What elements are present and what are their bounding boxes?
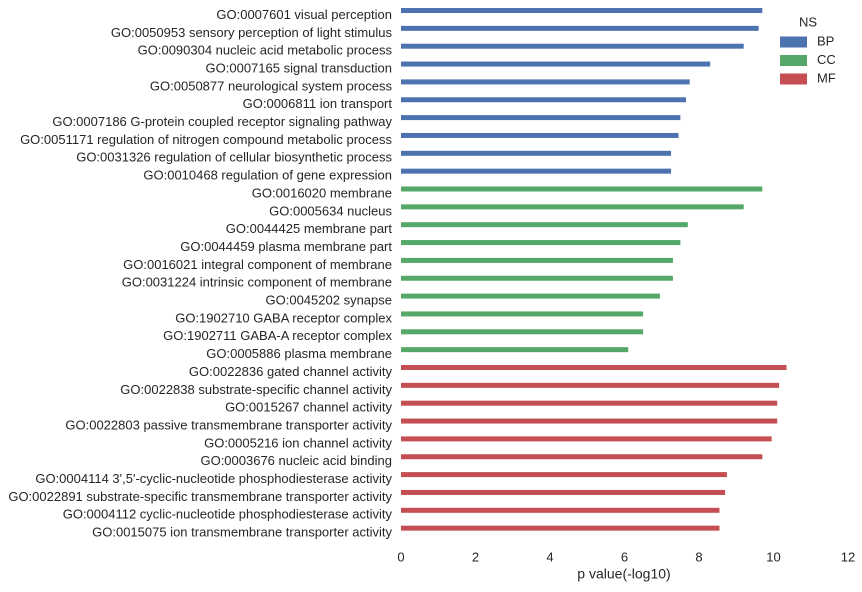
bar-cc xyxy=(401,240,681,246)
category-label: GO:0007601 visual perception xyxy=(216,7,392,22)
category-label: GO:0022836 gated channel activity xyxy=(189,364,393,379)
bars-layer xyxy=(401,8,787,531)
bar-mf xyxy=(401,489,726,495)
category-label: GO:0051171 regulation of nitrogen compou… xyxy=(20,132,392,147)
category-label: GO:0006811 ion transport xyxy=(243,96,393,111)
bar-mf xyxy=(401,400,778,406)
bar-mf xyxy=(401,472,727,478)
legend-label-bp: BP xyxy=(817,33,834,48)
category-label: GO:0050953 sensory perception of light s… xyxy=(111,25,393,40)
bar-bp xyxy=(401,132,679,138)
bar-bp xyxy=(401,8,763,13)
legend-title: NS xyxy=(799,14,817,29)
category-label: GO:0022803 passive transmembrane transpo… xyxy=(65,417,392,432)
bar-cc xyxy=(401,293,660,299)
x-axis-title: p value(-log10) xyxy=(577,566,670,582)
bar-mf xyxy=(401,525,720,531)
bar-bp xyxy=(401,168,672,174)
bar-cc xyxy=(401,186,763,192)
category-label: GO:0044459 plasma membrane part xyxy=(180,239,392,254)
bar-mf xyxy=(401,436,772,442)
bar-bp xyxy=(401,61,711,67)
category-label: GO:0004114 3',5'-cyclic-nucleotide phosp… xyxy=(35,471,392,486)
category-label: GO:0005886 plasma membrane xyxy=(206,346,392,361)
legend: NS BP CC MF xyxy=(780,14,836,85)
bar-bp xyxy=(401,115,681,121)
bar-cc xyxy=(401,311,644,317)
bar-bp xyxy=(401,25,759,31)
bar-cc xyxy=(401,275,673,281)
category-label: GO:0015267 channel activity xyxy=(225,400,392,415)
category-label: GO:0007165 signal transduction xyxy=(206,60,392,75)
category-label: GO:0031224 intrinsic component of membra… xyxy=(122,275,392,290)
category-label: GO:0015075 ion transmembrane transporter… xyxy=(92,525,392,540)
legend-swatch-cc xyxy=(780,55,807,66)
category-label: GO:0010468 regulation of gene expression xyxy=(143,168,392,183)
x-tick-label: 10 xyxy=(766,549,780,564)
category-label: GO:0016021 integral component of membran… xyxy=(123,257,392,272)
category-label: GO:0003676 nucleic acid binding xyxy=(200,453,392,468)
category-label: GO:0022891 substrate-specific transmembr… xyxy=(8,489,392,504)
bar-bp xyxy=(401,79,690,85)
bar-bp xyxy=(401,97,686,103)
category-label: GO:0090304 nucleic acid metabolic proces… xyxy=(138,43,393,58)
legend-label-cc: CC xyxy=(817,52,836,67)
category-label: GO:0007186 G-protein coupled receptor si… xyxy=(52,114,392,129)
category-labels-layer: GO:0007601 visual perception GO:0050953 s… xyxy=(8,7,392,540)
bar-mf xyxy=(401,365,787,370)
legend-label-mf: MF xyxy=(817,70,836,85)
bar-cc xyxy=(401,204,744,210)
x-axis-ticks: 0 2 4 6 8 10 12 xyxy=(397,549,855,564)
category-label: GO:0004112 cyclic-nucleotide phosphodies… xyxy=(63,507,393,522)
bar-mf xyxy=(401,507,720,513)
x-tick-label: 2 xyxy=(472,549,479,564)
category-label: GO:1902711 GABA-A receptor complex xyxy=(163,328,392,343)
x-tick-label: 4 xyxy=(546,549,553,564)
legend-swatch-bp xyxy=(780,36,807,48)
category-label: GO:0022838 substrate-specific channel ac… xyxy=(120,382,392,397)
x-tick-label: 0 xyxy=(397,549,404,564)
category-label: GO:0005216 ion channel activity xyxy=(204,435,392,450)
category-label: GO:0016020 membrane xyxy=(252,185,392,200)
bar-mf xyxy=(401,382,780,388)
bar-bp xyxy=(401,150,672,156)
category-label: GO:0005634 nucleus xyxy=(269,203,392,218)
bar-cc xyxy=(401,347,629,353)
bar-bp xyxy=(401,43,744,49)
legend-items: BP CC MF xyxy=(780,33,836,85)
category-label: GO:0045202 synapse xyxy=(266,293,392,308)
bar-cc xyxy=(401,222,688,228)
bar-mf xyxy=(401,454,763,460)
category-label: GO:0050877 neurological system process xyxy=(150,78,393,93)
x-tick-label: 12 xyxy=(841,549,855,564)
x-tick-label: 6 xyxy=(621,549,628,564)
category-label: GO:0031326 regulation of cellular biosyn… xyxy=(76,150,392,165)
category-label: GO:1902710 GABA receptor complex xyxy=(175,310,392,325)
x-tick-label: 8 xyxy=(695,549,702,564)
bar-cc xyxy=(401,257,673,263)
category-label: GO:0044425 membrane part xyxy=(226,221,393,236)
bar-cc xyxy=(401,329,644,335)
bar-mf xyxy=(401,418,778,424)
legend-swatch-mf xyxy=(780,73,807,85)
